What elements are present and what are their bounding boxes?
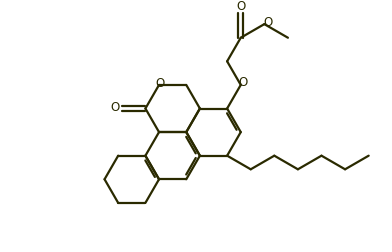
- Text: O: O: [111, 101, 120, 114]
- Text: O: O: [155, 77, 165, 90]
- Text: O: O: [236, 0, 245, 13]
- Text: O: O: [238, 76, 247, 89]
- Text: O: O: [263, 16, 273, 29]
